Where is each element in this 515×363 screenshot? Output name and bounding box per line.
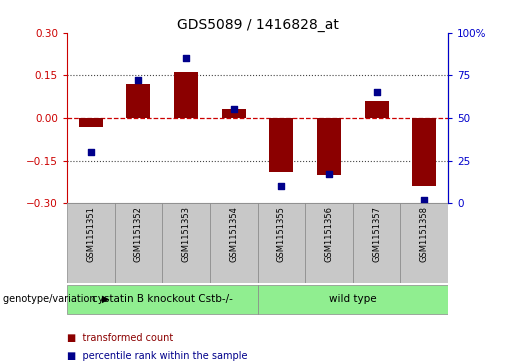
Bar: [114, 203, 162, 283]
Text: GSM1151353: GSM1151353: [182, 206, 191, 262]
Bar: [174, 73, 198, 118]
Bar: [353, 203, 401, 283]
Text: cystatin B knockout Cstb-/-: cystatin B knockout Cstb-/-: [92, 294, 233, 304]
Text: genotype/variation  ▶: genotype/variation ▶: [3, 294, 109, 305]
Point: [182, 55, 190, 61]
Bar: [365, 101, 388, 118]
Text: GSM1151351: GSM1151351: [87, 206, 95, 262]
Bar: [401, 203, 448, 283]
Text: ■  transformed count: ■ transformed count: [67, 333, 173, 343]
Text: wild type: wild type: [329, 294, 376, 304]
Text: GSM1151356: GSM1151356: [324, 206, 333, 262]
Point: [420, 197, 428, 203]
Bar: [258, 285, 448, 314]
Point: [325, 171, 333, 177]
Bar: [258, 203, 305, 283]
Bar: [127, 84, 150, 118]
Title: GDS5089 / 1416828_at: GDS5089 / 1416828_at: [177, 18, 338, 32]
Bar: [162, 203, 210, 283]
Point: [134, 78, 143, 83]
Text: GSM1151357: GSM1151357: [372, 206, 381, 262]
Bar: [222, 110, 246, 118]
Text: ■  percentile rank within the sample: ■ percentile rank within the sample: [67, 351, 247, 361]
Text: GSM1151358: GSM1151358: [420, 206, 428, 262]
Bar: [67, 285, 258, 314]
Point: [277, 183, 285, 189]
Point: [230, 107, 238, 113]
Bar: [269, 118, 293, 172]
Point: [87, 149, 95, 155]
Point: [372, 90, 381, 95]
Bar: [79, 118, 102, 127]
Text: GSM1151354: GSM1151354: [229, 206, 238, 262]
Bar: [210, 203, 258, 283]
Bar: [317, 118, 341, 175]
Text: GSM1151355: GSM1151355: [277, 206, 286, 262]
Bar: [305, 203, 353, 283]
Bar: [67, 203, 115, 283]
Bar: [413, 118, 436, 186]
Text: GSM1151352: GSM1151352: [134, 206, 143, 262]
